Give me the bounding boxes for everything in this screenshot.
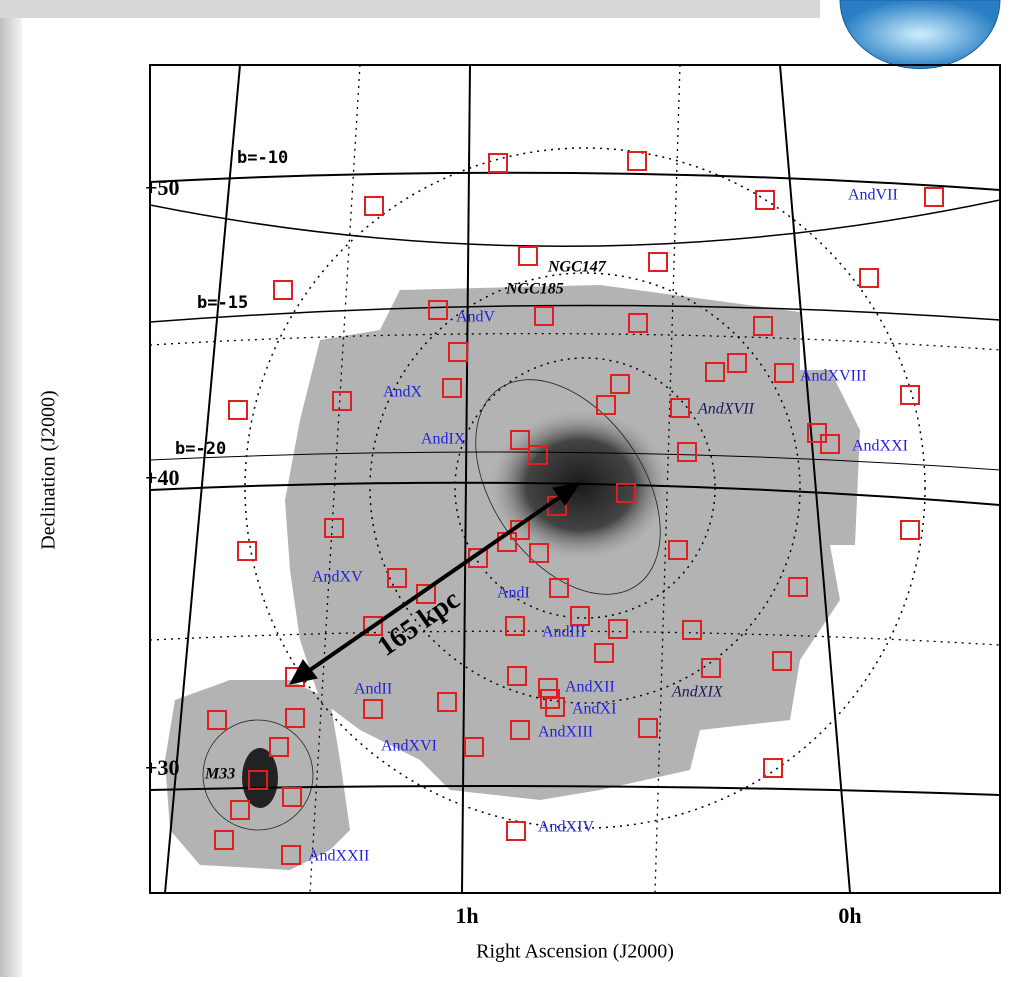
satellite-box [901, 386, 919, 404]
latitude-label: b=-20 [175, 439, 226, 459]
logo [840, 0, 1000, 69]
page: 165 kpc Declination (J2000) Right Ascens… [0, 0, 1020, 977]
galaxy-label: AndXVI [381, 738, 437, 755]
galaxy-label: AndI [497, 585, 530, 602]
galaxy-label: NGC185 [505, 281, 564, 298]
satellite-box [649, 253, 667, 271]
galaxy-label: AndXI [572, 701, 616, 718]
top-bar [0, 0, 820, 18]
galaxy-label: AndVII [848, 187, 898, 204]
galaxy-label: AndXXI [852, 438, 908, 455]
x-tick-label: 0h [838, 903, 861, 928]
satellite-box [860, 269, 878, 287]
satellite-box [628, 152, 646, 170]
latitude-label: b=-10 [237, 148, 288, 168]
latitude-label: b=-15 [197, 293, 248, 313]
galaxy-label: AndXV [312, 569, 363, 586]
satellite-box [764, 759, 782, 777]
y-tick-label: +30 [145, 755, 180, 780]
galaxy-label: NGC147 [547, 259, 607, 276]
satellite-box [519, 247, 537, 265]
galaxy-label: AndXIX [671, 684, 724, 701]
satellite-box [756, 191, 774, 209]
galaxy-label: AndIII [542, 624, 586, 641]
galaxy-label: AndXII [565, 679, 615, 696]
galaxy-label: AndII [354, 681, 392, 698]
galaxy-label: AndIX [421, 431, 466, 448]
galaxy-label: M33 [204, 766, 235, 783]
survey-map: 165 kpc Declination (J2000) Right Ascens… [0, 0, 1020, 977]
galaxy-label: AndXVII [697, 401, 755, 418]
satellite-box [365, 197, 383, 215]
x-tick-label: 1h [455, 903, 478, 928]
satellite-box [489, 154, 507, 172]
side-bar [0, 0, 22, 977]
y-tick-label: +50 [145, 175, 180, 200]
x-axis-title: Right Ascension (J2000) [476, 941, 674, 963]
galaxy-label: AndXIII [538, 724, 593, 741]
galaxy-label: AndXVIII [800, 368, 867, 385]
satellite-box [507, 822, 525, 840]
satellite-box [925, 188, 943, 206]
galaxy-label: AndXXII [308, 848, 369, 865]
satellite-box [901, 521, 919, 539]
galaxy-label: AndXIV [538, 819, 594, 836]
galaxy-label: AndX [383, 384, 423, 401]
satellite-box [238, 542, 256, 560]
satellite-box [274, 281, 292, 299]
y-axis-title: Declination (J2000) [38, 390, 60, 549]
y-tick-label: +40 [145, 465, 180, 490]
galaxy-label: AndV [456, 309, 496, 326]
satellite-box [229, 401, 247, 419]
